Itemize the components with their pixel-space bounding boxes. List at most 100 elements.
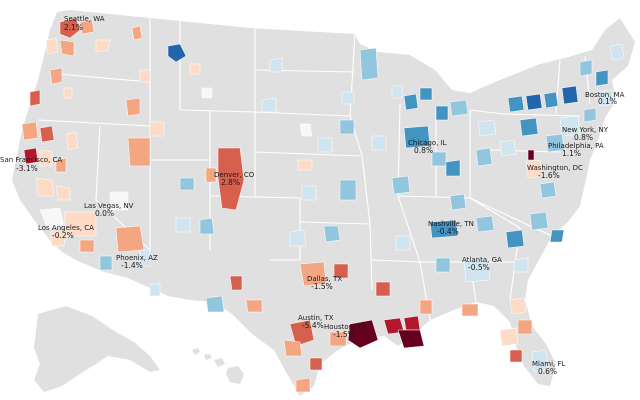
region-pittsburgh (499, 139, 517, 157)
region-tucson (139, 249, 151, 267)
region-atlanta (463, 257, 491, 283)
region-chicago (403, 125, 431, 149)
region-nm-2 (175, 217, 191, 233)
region-ne-1 (299, 123, 313, 137)
region-corpus (309, 357, 323, 371)
region-batonrouge (403, 315, 421, 331)
region-sandiego (49, 231, 67, 247)
region-tulsa (323, 225, 341, 243)
region-wa-4 (59, 39, 75, 57)
alaska (34, 306, 160, 392)
region-spokane (131, 25, 143, 41)
label-dallas-name: Dallas, TX (307, 275, 342, 283)
label-miami-value: 0.6% (538, 367, 557, 376)
region-tx-w (245, 299, 263, 313)
region-az-2 (99, 255, 113, 271)
region-louisville (449, 193, 467, 211)
hawaii (192, 348, 244, 384)
region-sd (261, 97, 277, 113)
label-lasvegas-value: 0.0% (95, 209, 114, 218)
region-ca-3 (55, 157, 67, 173)
label-dallas-value: -1.5% (311, 282, 333, 291)
region-tx-e2 (329, 331, 347, 347)
label-philadelphia-name: Philadelphia, PA (548, 142, 604, 150)
region-syracuse (543, 91, 559, 109)
region-miami (531, 349, 549, 373)
region-co-3 (179, 177, 195, 191)
region-austin (289, 319, 315, 347)
region-raleigh (529, 211, 549, 231)
region-or-3 (63, 87, 73, 99)
region-washington (525, 159, 543, 179)
region-minneapolis (359, 47, 379, 81)
region-detroit (449, 99, 469, 117)
region-mt-3 (201, 87, 213, 99)
region-okc (289, 229, 307, 247)
region-fl-sw (509, 349, 523, 363)
region-newyork (559, 115, 581, 137)
region-orlando (517, 319, 533, 335)
region-hartford (583, 107, 597, 123)
region-jacksonville (509, 297, 527, 315)
region-ca-north (21, 121, 39, 141)
city-labels: Seattle, WA 2.1% Boston, MA 0.1% New Yor… (0, 15, 625, 376)
label-sanfrancisco-name: San Francisco, CA (0, 156, 62, 164)
label-miami-name: Miami, FL (532, 360, 566, 368)
region-losangeles (39, 207, 65, 231)
region-sc (513, 257, 529, 273)
region-sanfrancisco (23, 147, 39, 165)
region-lasvegas (109, 191, 129, 211)
region-wa-5 (95, 39, 111, 53)
label-denver-value: 2.8% (221, 178, 240, 187)
region-buffalo (507, 95, 525, 113)
region-cleveland (477, 119, 497, 137)
region-vt (579, 59, 593, 77)
region-ca-2 (39, 149, 53, 167)
us-landmass (12, 10, 635, 396)
region-sanantonio (283, 339, 303, 357)
region-columbus (475, 147, 493, 167)
region-or-1 (49, 67, 63, 85)
label-austin-name: Austin, TX (298, 314, 334, 322)
label-houston-name: Houston, TX (324, 323, 367, 331)
label-newyork-name: New York, NY (562, 126, 609, 134)
label-atlanta-value: -0.5% (468, 263, 490, 272)
region-mi-2 (435, 105, 449, 121)
region-omaha (317, 137, 333, 153)
label-losangeles-name: Los Angeles, CA (38, 224, 94, 232)
region-albany (561, 85, 579, 105)
region-mi-1 (419, 87, 433, 101)
label-denver-name: Denver, CO (214, 171, 255, 179)
label-chicago-value: 0.8% (414, 146, 433, 155)
region-il-2 (371, 135, 387, 151)
label-houston-value: -1.5% (333, 330, 355, 339)
region-tampa (499, 327, 519, 347)
label-chicago-name: Chicago, IL (408, 139, 447, 147)
region-az-3 (149, 283, 161, 297)
label-phoenix-value: -1.4% (121, 261, 143, 270)
region-houston (347, 319, 379, 349)
region-co-2 (205, 167, 217, 183)
region-nc-coast (549, 229, 565, 243)
region-tx-e1 (333, 263, 349, 279)
region-nm-4 (229, 275, 243, 291)
label-seattle-value: 2.1% (64, 23, 83, 32)
region-wichita (301, 185, 317, 201)
region-ca-5 (55, 185, 71, 201)
label-philadelphia-value: 1.1% (562, 149, 581, 158)
region-la-n (375, 281, 391, 297)
region-iowa (339, 119, 355, 135)
label-nashville-name: Nashville, TN (428, 220, 474, 228)
region-nh (595, 69, 609, 87)
region-rgv (295, 377, 311, 393)
region-kc (339, 179, 357, 201)
region-phoenix (115, 225, 145, 253)
region-riverside (63, 211, 97, 237)
label-nashville-value: -0.4% (437, 227, 459, 236)
region-utah-1 (127, 137, 151, 167)
region-milwaukee (403, 93, 419, 111)
label-sanfrancisco-value: -3.1% (16, 164, 38, 173)
region-in-1 (431, 151, 447, 167)
region-birmingham (435, 257, 451, 273)
region-mn-2 (341, 91, 355, 105)
